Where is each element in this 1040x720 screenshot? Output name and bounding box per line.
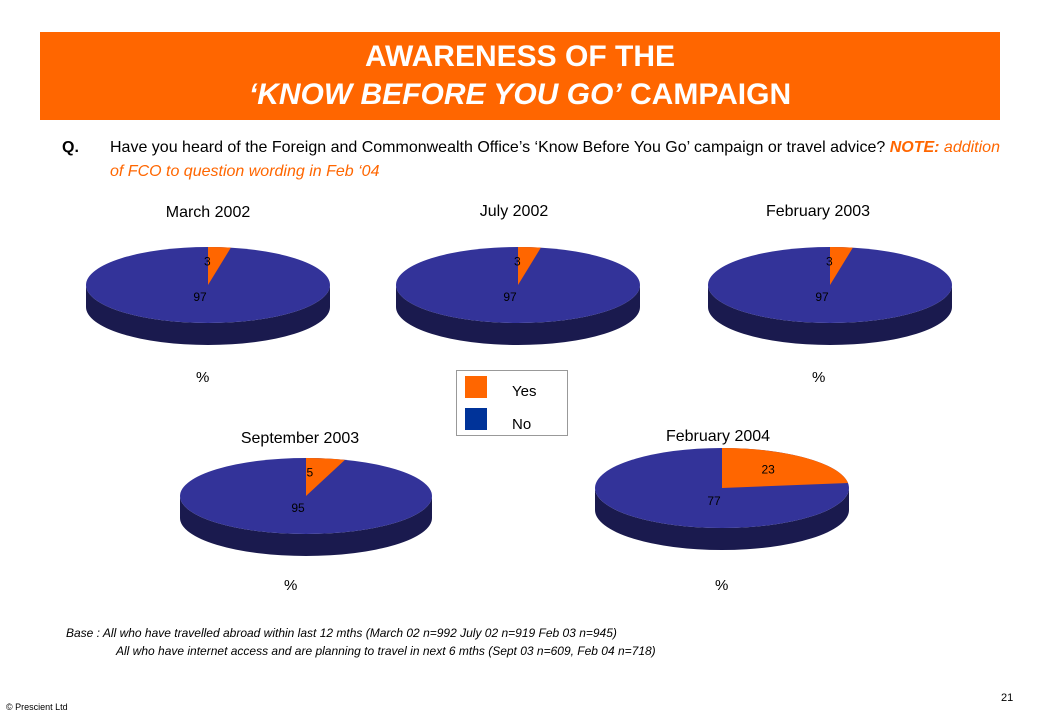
pie-side-july-2002: [396, 285, 640, 345]
title-banner: AWARENESS OF THE ‘KNOW BEFORE YOU GO’ CA…: [40, 32, 1000, 120]
base-line-1: Base : All who have travelled abroad wit…: [66, 626, 617, 640]
question-text-block: Have you heard of the Foreign and Common…: [110, 136, 1000, 184]
question-label: Q.: [62, 139, 79, 156]
pie-side-march-2002: [86, 285, 330, 345]
page-number: 21: [1001, 692, 1014, 704]
pie-label-yes-march-2002: 3: [204, 255, 211, 269]
title-line-1: AWARENESS OF THE: [364, 40, 676, 73]
percent-symbol-feb-2003: %: [812, 369, 826, 386]
title-line-2: ‘KNOW BEFORE YOU GO’ CAMPAIGN: [40, 76, 1000, 114]
percent-symbol-sep-2003: %: [284, 577, 298, 594]
pie-label-yes-feb-2004: 23: [762, 462, 776, 476]
legend-swatch-no: [465, 408, 487, 430]
pie-slice-yes-july-2002: [518, 247, 541, 285]
pie-label-no-sep-2003: 95: [291, 501, 305, 515]
note-text: addition of FCO to question wording in F…: [110, 139, 1000, 180]
title-suffix: CAMPAIGN: [621, 78, 792, 111]
pie-label-no-feb-2004: 77: [707, 494, 721, 508]
pie-title-feb-2004: February 2004: [665, 428, 771, 445]
question-text: Have you heard of the Foreign and Common…: [110, 139, 890, 156]
pie-slice-yes-feb-2003: [830, 247, 853, 285]
pie-label-yes-july-2002: 3: [514, 255, 521, 269]
legend: Yes No: [456, 370, 568, 436]
copyright: © Prescient Ltd: [6, 702, 68, 712]
pie-slice-yes-sep-2003: [306, 458, 345, 496]
percent-symbol-feb-2004: %: [715, 577, 729, 594]
pie-label-no-march-2002: 97: [193, 290, 207, 304]
pie-side-feb-2004: [595, 488, 849, 550]
base-note: Base : All who have travelled abroad wit…: [66, 624, 656, 660]
pie-title-sep-2003: September 2003: [240, 430, 360, 447]
percent-symbol-march-2002: %: [196, 369, 210, 386]
legend-label-yes: Yes: [512, 383, 537, 400]
pie-label-yes-sep-2003: 5: [306, 466, 313, 480]
pie-title-march-2002: March 2002: [165, 204, 251, 221]
pie-label-no-july-2002: 97: [503, 290, 517, 304]
pie-title-feb-2003: February 2003: [765, 203, 871, 220]
legend-label-no: No: [512, 416, 532, 433]
base-line-2: All who have internet access and are pla…: [116, 644, 656, 658]
pie-slice-yes-feb-2004: [722, 448, 848, 488]
legend-swatch-yes: [465, 376, 487, 398]
campaign-name: ‘KNOW BEFORE YOU GO’: [248, 78, 622, 111]
pie-side-sep-2003: [180, 496, 432, 556]
pie-title-july-2002: July 2002: [479, 203, 549, 220]
pie-label-yes-feb-2003: 3: [826, 255, 833, 269]
pie-label-no-feb-2003: 97: [815, 290, 829, 304]
pie-slice-yes-march-2002: [208, 247, 231, 285]
note-label: NOTE:: [889, 139, 940, 156]
pie-side-feb-2003: [708, 285, 952, 345]
